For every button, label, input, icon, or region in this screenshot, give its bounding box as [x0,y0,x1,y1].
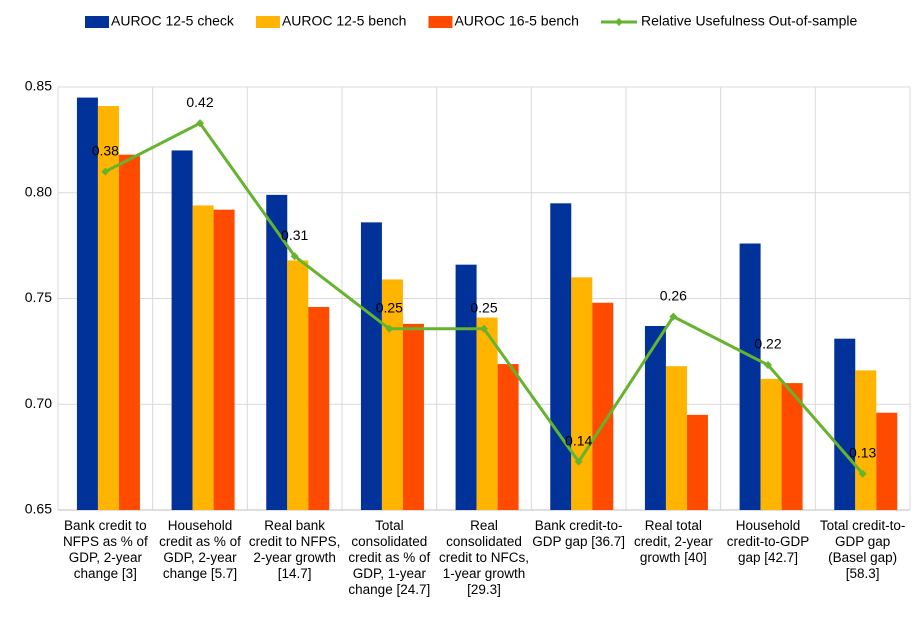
legend-label: Relative Usefulness Out-of-sample [641,13,858,29]
x-tick-label: Household credit-to-GDP gap [42.7] [726,518,810,565]
bar [665,366,687,510]
bar [760,378,782,510]
bar [686,414,708,510]
bar [402,323,424,510]
data-label: 0.38 [92,142,119,158]
line-marker [385,324,394,333]
bar [855,370,877,510]
bar [571,277,593,510]
legend-label: AUROC 16-5 bench [454,13,579,29]
line-marker [669,312,678,321]
legend-label: AUROC 12-5 check [111,13,235,29]
data-label: 0.25 [470,299,497,315]
bar [781,383,803,510]
bar [360,222,382,511]
y-tick-label: 0.70 [25,395,52,411]
bar [308,306,330,510]
bar [739,243,761,510]
bar [97,106,119,510]
bar [476,317,498,510]
bar [171,150,193,510]
y-tick-label: 0.80 [25,183,52,199]
y-tick-label: 0.85 [25,78,52,94]
bar [550,203,572,510]
bar [497,364,519,510]
y-tick-label: 0.75 [25,289,52,305]
bar [455,264,477,510]
data-label: 0.42 [186,94,213,110]
legend-swatch [428,16,453,28]
data-label: 0.26 [660,287,687,303]
line-marker [574,457,583,466]
line-marker [290,252,299,261]
bar [266,194,288,511]
x-tick-label: Bank credit to NFPS as % of GDP, 2-year … [62,518,148,581]
bar [76,97,98,510]
line-marker [764,360,772,369]
line-marker [858,469,867,478]
line-marker [196,119,204,128]
x-tick-label: Real total credit, 2-year growth [40] [633,518,713,565]
data-label: 0.22 [754,336,781,352]
x-tick-label: Household credit as % of GDP, 2-year cha… [159,518,241,581]
bar [592,302,614,510]
x-tick-label: Bank credit-to-GDP gap [36.7] [532,518,626,549]
bar [381,279,403,510]
x-tick-label: Total consolidated credit as % of GDP, 1… [348,518,431,597]
y-tick-label: 0.65 [25,501,52,517]
x-tick-label: Real bank credit to NFPS, 2-year growth … [248,518,341,581]
x-tick-label: Total credit-to-GDP gap (Basel gap) [58.… [819,518,906,581]
data-label: 0.25 [376,299,403,315]
data-label: 0.31 [281,227,308,243]
legend-swatch [255,16,280,28]
legend-label: AUROC 12-5 bench [282,13,407,29]
bar [644,325,666,510]
data-label: 0.14 [565,432,592,448]
bar [118,154,140,510]
bar [876,412,898,510]
line-marker [480,324,488,333]
data-label: 0.13 [849,444,876,460]
line-marker [101,167,110,176]
bar [192,205,214,510]
legend-swatch [85,16,109,28]
legend-marker [614,18,623,26]
x-tick-label: Real consolidated credit to NFCs, 1-year… [438,518,529,597]
bar [213,209,235,511]
bar [287,260,309,510]
bar [834,338,856,510]
